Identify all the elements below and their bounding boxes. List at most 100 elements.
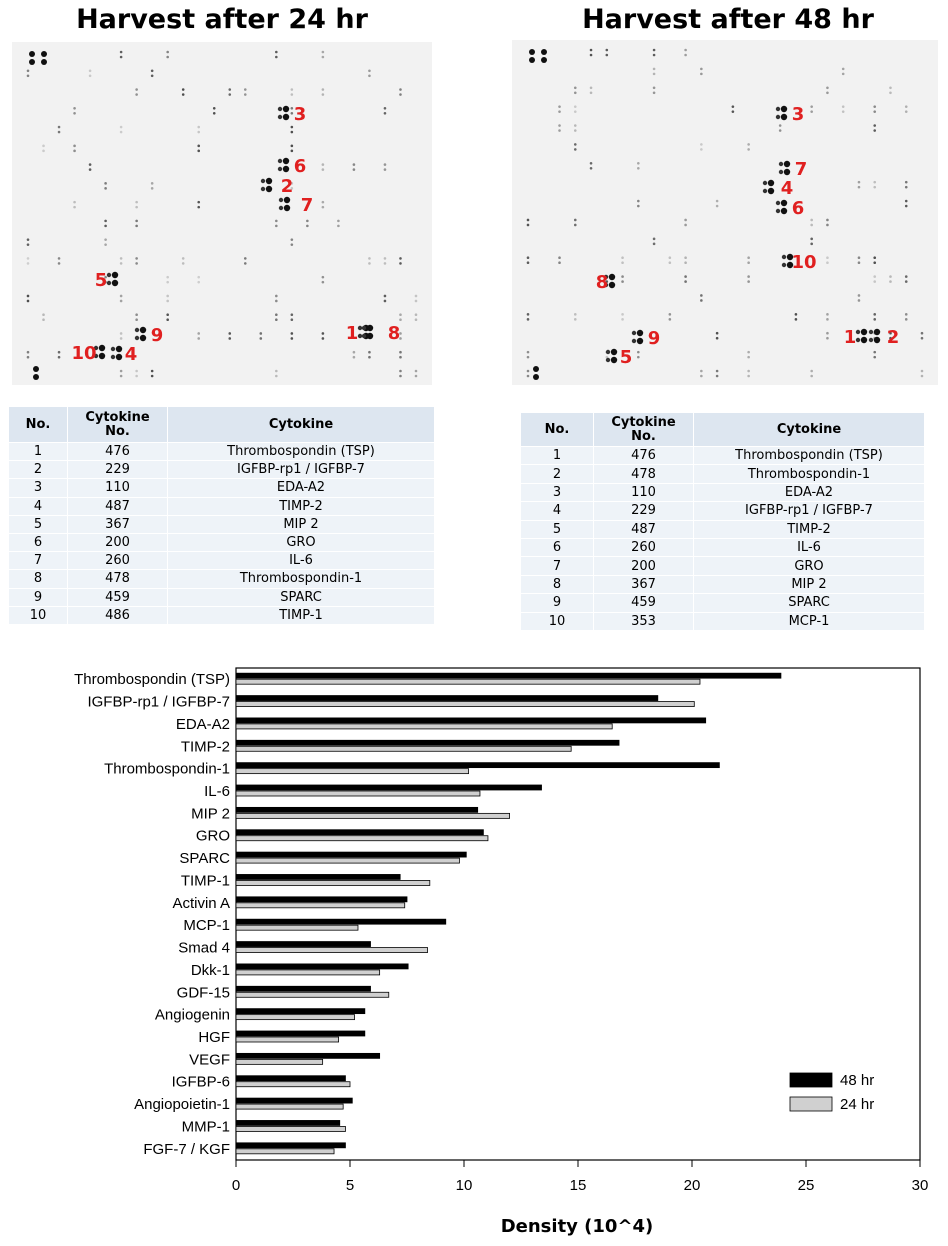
spot [826, 261, 829, 265]
spot [855, 329, 861, 335]
spot [778, 161, 784, 167]
spot [889, 336, 892, 340]
spot [119, 332, 123, 335]
spot [139, 326, 147, 334]
spot [652, 53, 656, 57]
spot [855, 337, 861, 343]
table-cell: MCP-1 [693, 611, 925, 631]
spot [920, 369, 924, 373]
spot [29, 51, 35, 57]
bar [235, 985, 371, 992]
bar [235, 678, 701, 685]
spot [526, 256, 530, 260]
spot [762, 180, 768, 186]
x-tick-label: 5 [346, 1177, 354, 1194]
table-cell: 487 [67, 496, 168, 516]
spot [290, 332, 294, 335]
spot [589, 91, 593, 95]
spot [684, 275, 687, 278]
spot [603, 274, 609, 280]
spot [357, 325, 363, 331]
table-cell: 6 [8, 532, 68, 553]
spot [321, 205, 325, 209]
table-cell: GRO [693, 556, 925, 576]
spot [857, 294, 861, 297]
spot [652, 72, 656, 76]
spot [290, 337, 294, 340]
spot [197, 130, 201, 134]
spot [857, 256, 861, 260]
table-cell: 10 [8, 605, 68, 625]
spot [119, 125, 123, 129]
spot [259, 337, 263, 340]
cytokine-table: No. Cytokine No. Cytokine 1 476 Thrombospondi… [520, 412, 925, 631]
spot [135, 219, 138, 223]
spot [873, 336, 881, 344]
spot [684, 223, 687, 227]
spot [533, 366, 539, 372]
spot-label: 5 [620, 347, 633, 368]
spot [26, 238, 30, 241]
spot [399, 350, 402, 354]
table-cell: 260 [593, 537, 694, 558]
spot [275, 224, 278, 228]
table-cell: 1 [8, 441, 68, 462]
spot [775, 114, 781, 120]
spot [275, 369, 278, 373]
spot [88, 74, 92, 78]
table-cell: IL-6 [693, 537, 925, 558]
spot [383, 262, 387, 265]
spot [621, 313, 624, 316]
spot [700, 299, 703, 302]
spot [119, 50, 123, 54]
spot [26, 350, 30, 354]
spot-label: 1 [346, 323, 359, 344]
spot [277, 106, 283, 112]
table-cell: 459 [67, 587, 168, 607]
spot [26, 299, 30, 303]
spot [605, 280, 609, 283]
spot [573, 105, 577, 108]
spot [684, 53, 687, 57]
spot-label: 4 [781, 178, 794, 199]
y-tick-label: VEGF [189, 1051, 230, 1068]
spot [715, 336, 719, 340]
spot [42, 144, 45, 148]
spot [150, 69, 154, 73]
spot [197, 337, 201, 340]
spot [826, 91, 829, 95]
spot [368, 69, 371, 73]
y-tick-label: Angiogenin [155, 1007, 230, 1024]
spot [275, 50, 278, 54]
spot [212, 111, 216, 115]
cytokine-table: No. Cytokine No. Cytokine 1 476 Thrombospondi… [8, 406, 435, 625]
spot [857, 185, 861, 189]
column-header: Cytokine No. [67, 406, 168, 443]
table-cell: 200 [67, 532, 168, 553]
y-tick-label: MMP-1 [182, 1118, 230, 1135]
spot [150, 182, 154, 185]
spot [889, 86, 892, 90]
spot [275, 374, 278, 378]
spot [134, 327, 140, 333]
spot [282, 157, 290, 165]
spot [526, 313, 530, 316]
spot [715, 199, 719, 203]
spot [352, 350, 356, 354]
spot-label: 7 [795, 159, 808, 180]
spot [260, 178, 266, 184]
table-cell: MIP 2 [167, 514, 435, 534]
bar [235, 902, 406, 909]
spot [104, 182, 107, 185]
spot [104, 238, 107, 241]
spot [636, 329, 644, 337]
spot [778, 129, 782, 132]
bar [235, 835, 489, 842]
spot [73, 106, 76, 110]
spot [98, 352, 106, 360]
column-header: No. [520, 412, 594, 447]
spot [119, 337, 123, 340]
spot [904, 180, 908, 184]
y-tick-label: IL-6 [204, 783, 230, 800]
spot [573, 218, 577, 222]
